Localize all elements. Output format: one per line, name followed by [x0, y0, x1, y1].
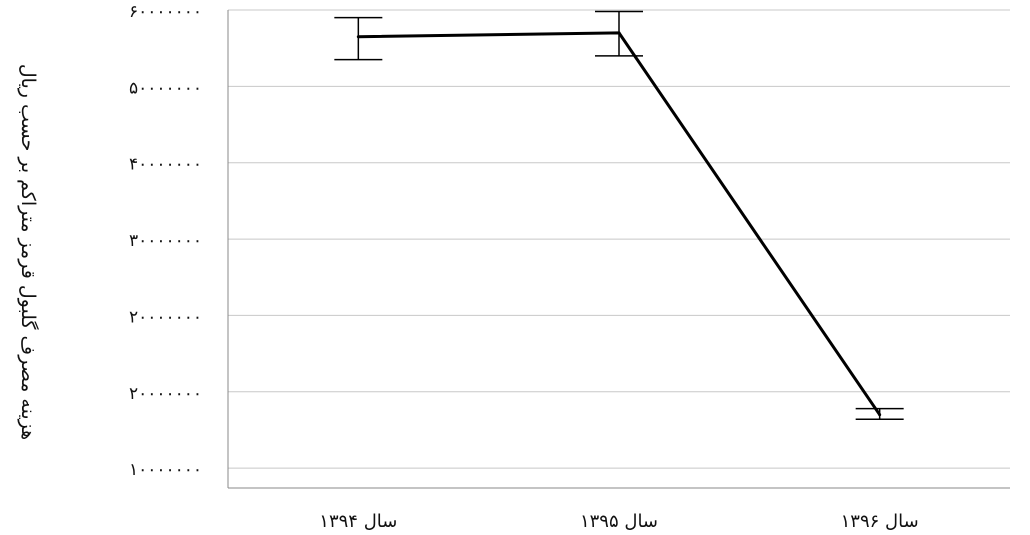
x-tick-label: سال ۱۳۹۴ — [319, 511, 397, 532]
y-tick-label: ۲۰۰۰۰۰۰۰ — [129, 307, 202, 327]
y-axis-label: هزینه مصرف گلبول قرمز متراکم بر حسب ریال — [17, 63, 39, 441]
y-tick-label: ۶۰۰۰۰۰۰۰ — [129, 2, 202, 22]
data-point — [617, 31, 621, 35]
data-point — [878, 413, 882, 417]
x-tick-label: سال ۱۳۹۵ — [580, 511, 658, 532]
y-tick-label: ۲۰۰۰۰۰۰۰ — [129, 384, 202, 404]
y-tick-label: ۴۰۰۰۰۰۰۰ — [129, 155, 202, 175]
series-line — [358, 31, 881, 416]
y-tick-label: ۳۰۰۰۰۰۰۰ — [129, 231, 202, 251]
x-tick-label: سال ۱۳۹۶ — [841, 511, 919, 532]
y-tick-label: ۱۰۰۰۰۰۰۰ — [129, 460, 202, 480]
data-point — [356, 35, 360, 39]
y-tick-label: ۵۰۰۰۰۰۰۰ — [129, 78, 202, 98]
